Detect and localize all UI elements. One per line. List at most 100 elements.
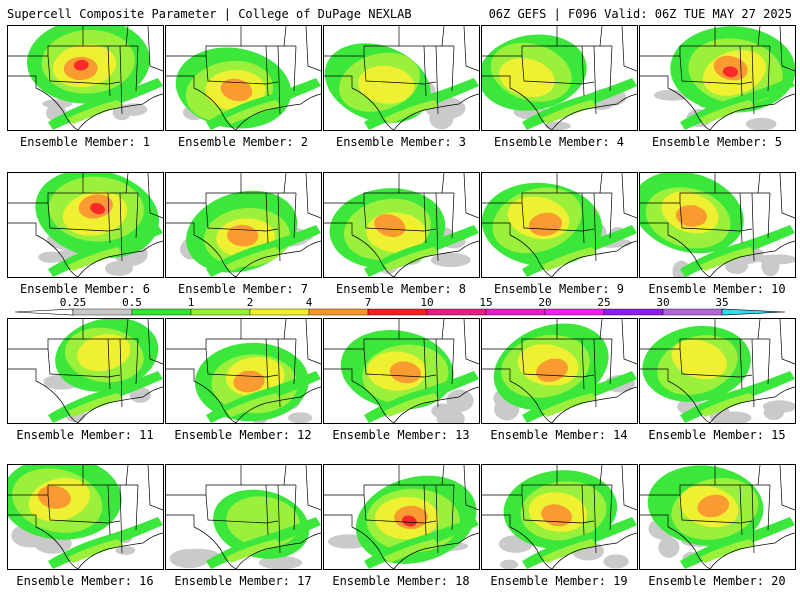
ensemble-map [482, 173, 637, 277]
legend-label: 35 [715, 296, 728, 309]
scp-field [340, 329, 479, 423]
ensemble-map [8, 465, 163, 569]
ensemble-panel [639, 172, 796, 278]
scp-field [43, 319, 163, 423]
ensemble-panel [639, 25, 796, 131]
state-boundaries [166, 26, 321, 130]
panel-label: Ensemble Member: 20 [648, 574, 786, 588]
panel-label: Ensemble Member: 14 [490, 428, 628, 442]
state-boundaries [166, 465, 321, 569]
ensemble-map [324, 465, 479, 569]
scp-field [647, 465, 795, 569]
scp-field [482, 182, 637, 277]
ensemble-panel [481, 25, 638, 131]
ensemble-panel [481, 318, 638, 424]
legend-label: 2 [247, 296, 254, 309]
ensemble-map [166, 319, 321, 423]
legend-label: 25 [597, 296, 610, 309]
color-legend: 0.25 0.5 1 2 4 7 10 15 20 25 30 35 [14, 296, 786, 316]
scp-field [482, 34, 637, 130]
state-boundaries [8, 319, 163, 423]
legend-swatch [249, 308, 310, 316]
legend-label: 4 [306, 296, 313, 309]
legend-high-arrow [721, 308, 786, 316]
ensemble-map [640, 319, 795, 423]
legend-label: 15 [479, 296, 492, 309]
panel-label: Ensemble Member: 1 [19, 135, 151, 149]
state-boundaries [8, 26, 163, 130]
ensemble-panel [165, 464, 322, 570]
state-boundaries [324, 319, 479, 423]
legend-swatch [72, 308, 133, 316]
panel-label: Ensemble Member: 15 [648, 428, 786, 442]
ensemble-panel [165, 172, 322, 278]
scp-field [169, 489, 321, 569]
panel-label: Ensemble Member: 2 [177, 135, 309, 149]
panel-label: Ensemble Member: 7 [177, 282, 309, 296]
ensemble-map [640, 26, 795, 130]
run-info: 06Z GEFS | F096 Valid: 06Z TUE MAY 27 20… [488, 7, 792, 21]
state-boundaries [324, 465, 479, 569]
panel-label: Ensemble Member: 6 [19, 282, 151, 296]
ensemble-panel [639, 318, 796, 424]
state-boundaries [166, 173, 321, 277]
ensemble-map [8, 173, 163, 277]
ensemble-panel [165, 25, 322, 131]
state-boundaries [482, 465, 637, 569]
state-boundaries [640, 26, 795, 130]
ensemble-map [166, 173, 321, 277]
scp-field [175, 47, 321, 130]
state-boundaries [8, 173, 163, 277]
legend-label: 7 [365, 296, 372, 309]
panel-label: Ensemble Member: 8 [335, 282, 467, 296]
panel-label: Ensemble Member: 10 [648, 282, 786, 296]
state-boundaries [640, 465, 795, 569]
scp-field [640, 173, 795, 277]
state-boundaries [324, 26, 479, 130]
ensemble-panel [323, 318, 480, 424]
ensemble-map [482, 26, 637, 130]
scp-field [642, 325, 795, 423]
panel-label: Ensemble Member: 11 [16, 428, 154, 442]
panel-label: Ensemble Member: 17 [174, 574, 312, 588]
ensemble-panel [323, 172, 480, 278]
ensemble-map [482, 465, 637, 569]
legend-swatch [662, 308, 723, 316]
scp-field [179, 190, 321, 277]
ensemble-panel [7, 172, 164, 278]
legend-label: 10 [420, 296, 433, 309]
ensemble-map [640, 173, 795, 277]
panel-label: Ensemble Member: 5 [651, 135, 783, 149]
panel-label: Ensemble Member: 13 [332, 428, 470, 442]
scp-field [195, 342, 321, 423]
ensemble-panel [481, 172, 638, 278]
legend-swatch [426, 308, 487, 316]
scp-field [493, 323, 637, 423]
state-boundaries [166, 319, 321, 423]
panel-label: Ensemble Member: 4 [493, 135, 625, 149]
panel-label: Ensemble Member: 18 [332, 574, 470, 588]
panel-label: Ensemble Member: 3 [335, 135, 467, 149]
ensemble-map [8, 26, 163, 130]
ensemble-map [324, 319, 479, 423]
ensemble-panel [7, 318, 164, 424]
state-boundaries [482, 173, 637, 277]
panel-label: Ensemble Member: 12 [174, 428, 312, 442]
ensemble-map [640, 465, 795, 569]
ensemble-map [324, 26, 479, 130]
ensemble-panel [323, 464, 480, 570]
legend-swatch [190, 308, 251, 316]
ensemble-map [324, 173, 479, 277]
legend-swatch [485, 308, 546, 316]
ensemble-map [166, 26, 321, 130]
scp-field [8, 465, 163, 569]
legend-swatch [603, 308, 664, 316]
legend-label: 1 [188, 296, 195, 309]
state-boundaries [640, 173, 795, 277]
state-boundaries [8, 465, 163, 569]
scp-field [26, 26, 163, 130]
ensemble-map [166, 465, 321, 569]
legend-label: 0.25 [60, 296, 87, 309]
ensemble-panel [481, 464, 638, 570]
panel-label: Ensemble Member: 16 [16, 574, 154, 588]
